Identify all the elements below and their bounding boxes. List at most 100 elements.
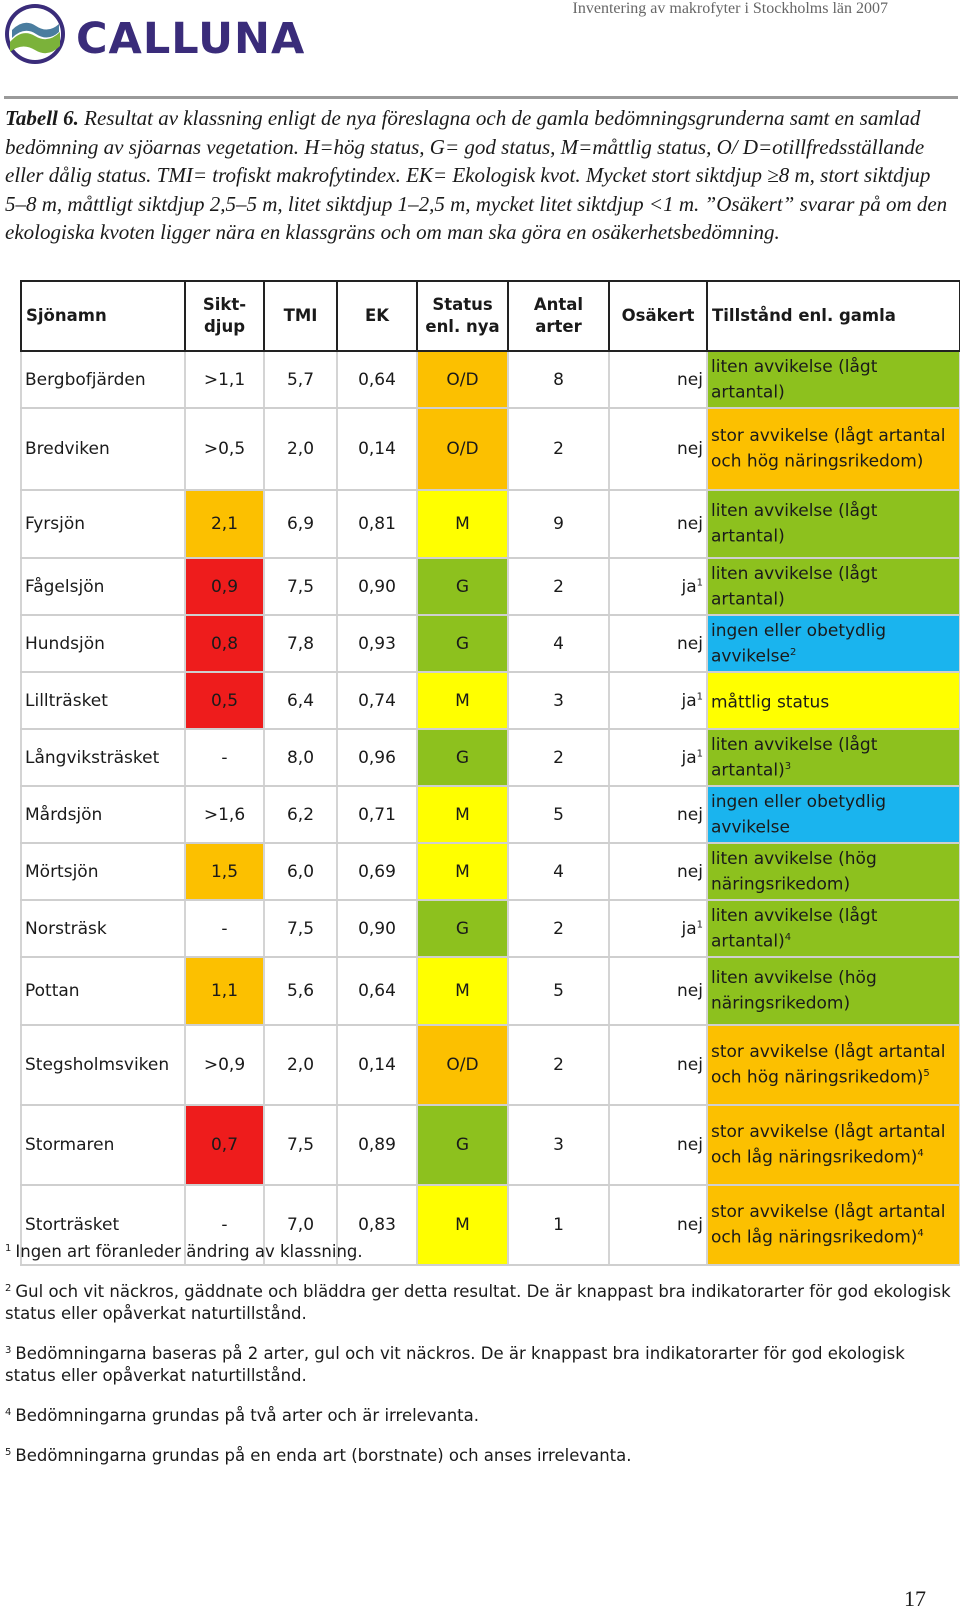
cell-sikt: -: [184, 728, 265, 787]
cell-ek: 0,89: [336, 1104, 418, 1186]
col-header-sjonamn: Sjönamn: [20, 280, 186, 352]
cell-osakert: nej: [608, 489, 708, 559]
cell-ek: 0,90: [336, 557, 418, 616]
cell-tmi: 7,5: [263, 899, 338, 958]
osakert-value: nej: [677, 804, 703, 825]
osakert-footnote-ref: 1: [696, 918, 703, 930]
footnote-text: Bedömningarna grundas på en enda art (bo…: [15, 1446, 632, 1465]
cell-osakert: nej: [608, 614, 708, 673]
cell-name: Norsträsk: [20, 899, 186, 958]
caption-label: Tabell 6.: [5, 106, 79, 130]
footnote-1: 1 Ingen art föranleder ändring av klassni…: [5, 1238, 955, 1263]
logo-text: CALLUNA: [76, 14, 306, 64]
cell-antal: 1: [507, 1184, 610, 1266]
osakert-value: nej: [677, 1055, 703, 1075]
table-row: Stegsholmsviken >0,9 2,0 0,14 O/D 2 nej …: [20, 1024, 960, 1106]
cell-status: M: [416, 1184, 509, 1266]
cell-tmi: 8,0: [263, 728, 338, 787]
gamla-value: ingen eller obetydlig avvikelse: [711, 791, 887, 838]
gamla-value: liten avvikelse (lågt artantal): [711, 734, 878, 781]
cell-sikt: 0,8: [184, 614, 265, 673]
cell-antal: 8: [507, 350, 610, 409]
cell-status: O/D: [416, 350, 509, 409]
cell-status: O/D: [416, 1024, 509, 1106]
cell-osakert: ja1: [608, 557, 708, 616]
footnote-text: Bedömningarna grundas på två arter och ä…: [15, 1406, 479, 1425]
col-header-tmi: TMI: [263, 280, 338, 352]
osakert-value: nej: [677, 861, 703, 882]
cell-sikt: -: [184, 899, 265, 958]
col-header-antal: Antal arter: [507, 280, 610, 352]
table-row: Hundsjön 0,8 7,8 0,93 G 4 nej ingen elle…: [20, 614, 960, 673]
page-header: CALLUNA Inventering av makrofyter i Stoc…: [0, 0, 960, 80]
cell-antal: 4: [507, 614, 610, 673]
cell-gamla: måttlig status: [706, 671, 960, 730]
cell-tmi: 6,2: [263, 785, 338, 844]
cell-osakert: nej: [608, 1184, 708, 1266]
cell-status: M: [416, 785, 509, 844]
table-row: Fågelsjön 0,9 7,5 0,90 G 2 ja1 liten avv…: [20, 557, 960, 616]
cell-sikt: 1,1: [184, 956, 265, 1026]
cell-tmi: 6,4: [263, 671, 338, 730]
cell-name: Fyrsjön: [20, 489, 186, 559]
cell-status: M: [416, 489, 509, 559]
cell-sikt: >1,6: [184, 785, 265, 844]
header-rule: [4, 96, 958, 99]
cell-name: Mårdsjön: [20, 785, 186, 844]
cell-name: Stegsholmsviken: [20, 1024, 186, 1106]
cell-ek: 0,83: [336, 1184, 418, 1266]
footnote-number: 5: [5, 1447, 12, 1458]
cell-ek: 0,14: [336, 407, 418, 491]
cell-sikt: 2,1: [184, 489, 265, 559]
cell-tmi: 7,8: [263, 614, 338, 673]
cell-gamla: liten avvikelse (hög näringsrikedom): [706, 956, 960, 1026]
cell-osakert: nej: [608, 956, 708, 1026]
cell-sikt: -: [184, 1184, 265, 1266]
gamla-value: liten avvikelse (hög näringsrikedom): [711, 968, 877, 1014]
cell-gamla: ingen eller obetydlig avvikelse: [706, 785, 960, 844]
col-header-siktdjup: Sikt-djup: [184, 280, 265, 352]
cell-ek: 0,71: [336, 785, 418, 844]
osakert-footnote-ref: 1: [696, 576, 703, 588]
cell-gamla: liten avvikelse (lågt artantal)3: [706, 728, 960, 787]
cell-sikt: 0,7: [184, 1104, 265, 1186]
cell-antal: 2: [507, 407, 610, 491]
cell-antal: 2: [507, 899, 610, 958]
cell-status: G: [416, 728, 509, 787]
osakert-value: ja: [681, 576, 697, 597]
cell-tmi: 2,0: [263, 1024, 338, 1106]
cell-osakert: nej: [608, 842, 708, 901]
cell-antal: 4: [507, 842, 610, 901]
cell-gamla: stor avvikelse (lågt artantal och låg nä…: [706, 1104, 960, 1186]
cell-status: M: [416, 956, 509, 1026]
cell-ek: 0,64: [336, 956, 418, 1026]
cell-name: Bredviken: [20, 407, 186, 491]
table-row: Långviksträsket - 8,0 0,96 G 2 ja1 liten…: [20, 728, 960, 787]
running-head: Inventering av makrofyter i Stockholms l…: [572, 0, 888, 17]
cell-status: O/D: [416, 407, 509, 491]
cell-osakert: ja1: [608, 671, 708, 730]
table-row: Fyrsjön 2,1 6,9 0,81 M 9 nej liten avvik…: [20, 489, 960, 559]
table-row: Pottan 1,1 5,6 0,64 M 5 nej liten avvike…: [20, 956, 960, 1026]
gamla-value: liten avvikelse (lågt artantal): [711, 563, 878, 610]
osakert-value: ja: [681, 918, 697, 939]
osakert-value: nej: [677, 633, 703, 654]
cell-gamla: liten avvikelse (hög näringsrikedom): [706, 842, 960, 901]
gamla-value: stor avvikelse (lågt artantal och låg nä…: [711, 1122, 946, 1168]
cell-ek: 0,81: [336, 489, 418, 559]
osakert-footnote-ref: 1: [696, 747, 703, 759]
cell-gamla: liten avvikelse (lågt artantal)4: [706, 899, 960, 958]
cell-osakert: ja1: [608, 899, 708, 958]
page-number: 17: [904, 1586, 926, 1611]
cell-gamla: stor avvikelse (lågt artantal och hög nä…: [706, 407, 960, 491]
footnote-text: Gul och vit näckros, gäddnate och bläddr…: [5, 1282, 951, 1323]
calluna-logo-icon: [5, 4, 65, 64]
footnote-number: 1: [5, 1243, 12, 1254]
cell-name: Bergbofjärden: [20, 350, 186, 409]
cell-gamla: liten avvikelse (lågt artantal): [706, 489, 960, 559]
cell-tmi: 7,5: [263, 1104, 338, 1186]
gamla-value: ingen eller obetydlig avvikelse: [711, 620, 887, 667]
cell-status: M: [416, 671, 509, 730]
cell-ek: 0,14: [336, 1024, 418, 1106]
table-row: Bergbofjärden >1,1 5,7 0,64 O/D 8 nej li…: [20, 350, 960, 409]
